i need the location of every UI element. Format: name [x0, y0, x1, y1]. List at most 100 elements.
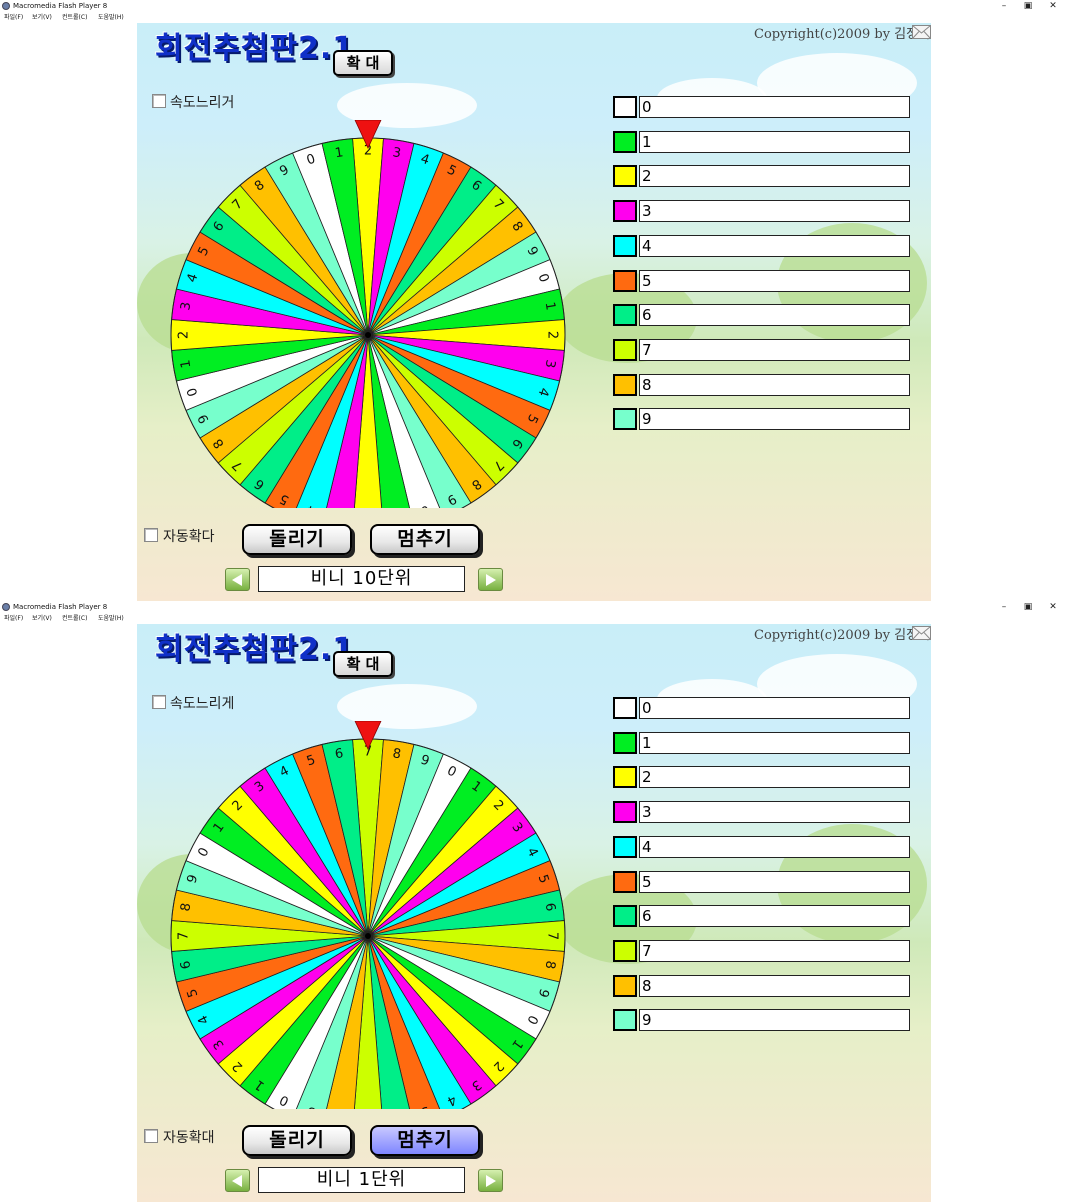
wheel-sector [353, 334, 383, 508]
app-title: 회전추첨판2.1 [155, 632, 355, 667]
wheel-sector-label: 7 [545, 932, 560, 940]
minimize-button[interactable]: – [1001, 1, 1007, 11]
legend-color-swatch [613, 939, 637, 962]
unit-next-button[interactable] [478, 1169, 503, 1192]
menu-view[interactable]: 보기(V) [32, 615, 52, 622]
legend-label-field[interactable]: 2 [639, 766, 910, 789]
legend-row: 6 [613, 304, 910, 327]
legend-color-swatch [613, 338, 637, 361]
menu-bar: 파일(F) 보기(V) 컨트롤(C) 도움말(H) [0, 613, 1068, 624]
legend-label-field[interactable]: 9 [639, 1009, 910, 1032]
menu-help[interactable]: 도움말(H) [98, 615, 124, 622]
legend-color-swatch [613, 766, 637, 789]
auto-zoom-label: 자동확다 [163, 529, 215, 545]
legend-color-swatch [613, 96, 637, 118]
legend-label-field[interactable]: 1 [639, 130, 910, 153]
unit-prev-button[interactable] [225, 568, 250, 591]
legend-label-field[interactable]: 0 [639, 96, 910, 118]
stop-button[interactable]: 멈추기 [370, 524, 480, 555]
zoom-button[interactable]: 확 대 [333, 651, 393, 677]
legend-label-field[interactable]: 6 [639, 304, 910, 327]
minimize-button[interactable]: – [1001, 602, 1007, 612]
unit-prev-button[interactable] [225, 1169, 250, 1192]
stop-button[interactable]: 멈추기 [370, 1125, 480, 1156]
pointer-arrow-icon [354, 120, 382, 149]
legend-label-field[interactable]: 5 [639, 269, 910, 292]
legend-label-field[interactable]: 9 [639, 408, 910, 431]
auto-zoom-checkbox[interactable] [144, 528, 158, 542]
window-title: Macromedia Flash Player 8 [13, 2, 108, 10]
menu-view[interactable]: 보기(V) [32, 14, 52, 21]
wheel-sector-label: 5 [419, 1103, 432, 1109]
legend-label-field[interactable]: 4 [639, 234, 910, 257]
legend-row: 1 [613, 731, 910, 754]
menu-control[interactable]: 컨트롤(C) [62, 615, 88, 622]
legend-color-swatch [613, 304, 637, 327]
wheel-sector-label: 3 [392, 145, 403, 161]
unit-display: 비니 1단위 [258, 1167, 465, 1193]
legend-label-field[interactable]: 8 [639, 974, 910, 997]
slow-speed-checkbox[interactable] [152, 94, 166, 108]
legend-row: 8 [613, 373, 910, 396]
legend-row: 5 [613, 870, 910, 893]
legend-color-swatch [613, 408, 637, 431]
legend-row: 3 [613, 801, 910, 824]
close-button[interactable]: ✕ [1049, 602, 1057, 612]
wheel-sector-label: 1 [334, 145, 345, 161]
menu-control[interactable]: 컨트롤(C) [62, 14, 88, 21]
wheel-sector-label: 9 [305, 1103, 318, 1109]
menu-file[interactable]: 파일(F) [4, 14, 24, 21]
wheel-sector-label: 8 [542, 960, 558, 971]
legend-label-field[interactable]: 0 [639, 697, 910, 719]
title-bar: Macromedia Flash Player 8 – ▣ ✕ [0, 601, 1068, 613]
wheel-sector [367, 935, 441, 1109]
wheel-hub [365, 933, 371, 939]
legend-label-field[interactable]: 8 [639, 373, 910, 396]
slow-speed-checkbox[interactable] [152, 695, 166, 709]
legend-label-field[interactable]: 2 [639, 165, 910, 188]
lottery-wheel[interactable]: 2345678901234567890123456789012345678901 [170, 120, 566, 508]
legend-label-field[interactable]: 1 [639, 731, 910, 754]
legend-row: 4 [613, 835, 910, 858]
zoom-button[interactable]: 확 대 [333, 50, 393, 76]
legend-row: 7 [613, 939, 910, 962]
legend-row: 0 [613, 697, 910, 719]
slow-speed-label: 속도느리거 [170, 95, 235, 111]
restore-button[interactable]: ▣ [1023, 1, 1033, 11]
legend-label-field[interactable]: 3 [639, 801, 910, 824]
legend-label-field[interactable]: 7 [639, 939, 910, 962]
wheel-sector-label: 8 [392, 746, 403, 762]
wheel-sector-label: 6 [334, 746, 345, 762]
wheel-sector-label: 1 [178, 359, 194, 370]
legend-row: 6 [613, 905, 910, 928]
legend-color-swatch [613, 269, 637, 292]
spin-button[interactable]: 돌리기 [242, 524, 352, 555]
mail-icon[interactable] [912, 25, 931, 39]
legend-row: 7 [613, 338, 910, 361]
menu-help[interactable]: 도움말(H) [98, 14, 124, 21]
app-title: 회전추첨판2.1 [155, 31, 355, 66]
auto-zoom-checkbox[interactable] [144, 1129, 158, 1143]
legend-color-swatch [613, 1009, 637, 1032]
legend-label-field[interactable]: 3 [639, 200, 910, 223]
legend-label-field[interactable]: 7 [639, 338, 910, 361]
title-bar: Macromedia Flash Player 8 – ▣ ✕ [0, 0, 1068, 12]
legend-color-swatch [613, 870, 637, 893]
copyright-text: Copyright(c)2009 by 김정식 [754, 27, 931, 42]
flash-player-window-2: Macromedia Flash Player 8 – ▣ ✕ 파일(F) 보기… [0, 601, 1068, 1202]
wheel-sector-label: 1 [542, 301, 558, 312]
spin-button[interactable]: 돌리기 [242, 1125, 352, 1156]
legend-row: 4 [613, 234, 910, 257]
unit-next-button[interactable] [478, 568, 503, 591]
legend-label-field[interactable]: 6 [639, 905, 910, 928]
legend-label-field[interactable]: 5 [639, 870, 910, 893]
legend-color-swatch [613, 731, 637, 754]
close-button[interactable]: ✕ [1049, 1, 1057, 11]
restore-button[interactable]: ▣ [1023, 602, 1033, 612]
legend-label-field[interactable]: 4 [639, 835, 910, 858]
menu-file[interactable]: 파일(F) [4, 615, 24, 622]
lottery-wheel[interactable]: 7890123456789012345678901234567890123456 [170, 721, 566, 1109]
legend-color-swatch [613, 697, 637, 719]
mail-icon[interactable] [912, 626, 931, 640]
legend-row: 9 [613, 1009, 910, 1032]
